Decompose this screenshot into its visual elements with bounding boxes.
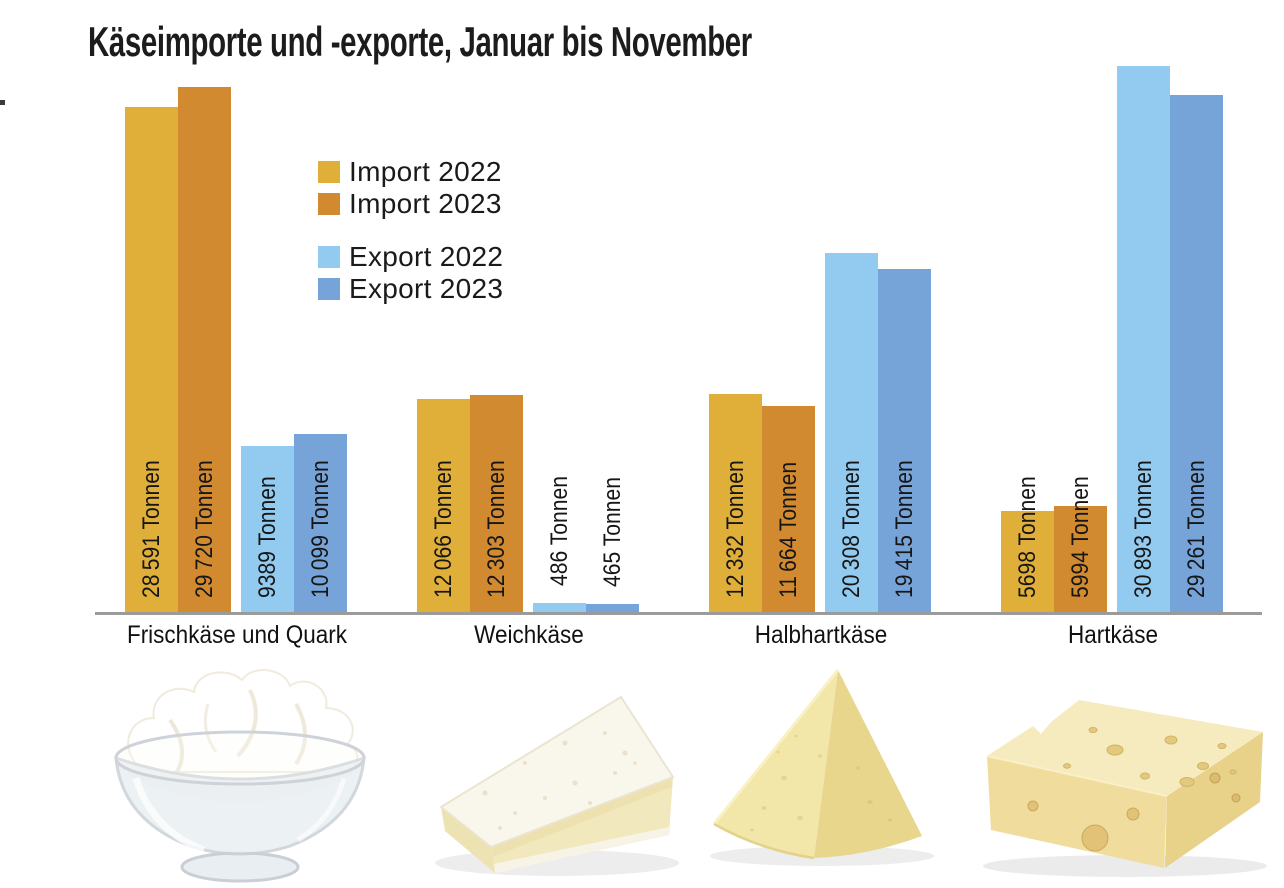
legend-swatch-import-2022: [318, 161, 340, 183]
chart-title: Käseimporte und -exporte, Januar bis Nov…: [88, 18, 752, 65]
bar-value-label-import-2022-frischkaese-und-quark: 28 591 Tonnen: [137, 460, 165, 598]
legend-item-export-2022: Export 2022: [318, 243, 503, 271]
bar-import-2022-hartkaese: [1001, 511, 1054, 612]
bar-value-label-import-2023-weichkaese: 12 303 Tonnen: [482, 460, 510, 598]
bar-value-label-import-2023-hartkaese: 5994 Tonnen: [1066, 476, 1094, 598]
bar-import-2023-weichkaese: [470, 395, 523, 612]
x-axis-baseline: [95, 612, 1262, 615]
legend-item-import-2023: Import 2023: [318, 190, 502, 218]
bar-import-2022-frischkaese-und-quark: [125, 107, 178, 612]
legend-label: Export 2022: [349, 241, 504, 272]
bar-value-label-export-2022-hartkaese: 30 893 Tonnen: [1129, 460, 1157, 598]
bar-value-label-import-2023-halbhartkaese: 11 664 Tonnen: [774, 461, 802, 598]
bar-value-label-export-2023-halbhartkaese: 19 415 Tonnen: [890, 460, 918, 598]
legend-swatch-import-2023: [318, 193, 340, 215]
legend-item-import-2022: Import 2022: [318, 158, 502, 186]
bar-export-2022-weichkaese: [533, 603, 586, 612]
bar-value-label-export-2023-weichkaese: 465 Tonnen: [598, 476, 626, 587]
bar-export-2023-frischkaese-und-quark: [294, 434, 347, 612]
category-label-frischkaese-und-quark: Frischkäse und Quark: [126, 621, 347, 649]
legend-label: Import 2022: [349, 156, 502, 187]
bar-value-label-export-2022-frischkaese-und-quark: 9389 Tonnen: [253, 476, 281, 598]
bar-value-label-import-2022-halbhartkaese: 12 332 Tonnen: [721, 460, 749, 598]
fresh-cheese-bowl-image: [114, 668, 366, 883]
bar-export-2022-halbhartkaese: [825, 253, 878, 612]
bar-value-label-import-2023-frischkaese-und-quark: 29 720 Tonnen: [190, 460, 218, 598]
bar-value-label-import-2022-weichkaese: 12 066 Tonnen: [429, 460, 457, 598]
bar-import-2022-weichkaese: [417, 399, 470, 612]
category-label-weichkaese: Weichkäse: [473, 621, 584, 649]
hard-cheese-block-image: [983, 700, 1267, 877]
bar-value-label-export-2022-weichkaese: 486 Tonnen: [545, 475, 573, 586]
category-label-halbhartkaese: Halbhartkäse: [754, 621, 887, 649]
bar-value-label-import-2022-hartkaese: 5698 Tonnen: [1013, 476, 1041, 598]
bar-export-2022-frischkaese-und-quark: [241, 446, 294, 612]
bar-export-2023-halbhartkaese: [878, 269, 931, 612]
bar-import-2023-frischkaese-und-quark: [178, 87, 231, 612]
bar-value-label-export-2022-halbhartkaese: 20 308 Tonnen: [837, 460, 865, 598]
legend-label: Import 2023: [349, 188, 502, 219]
soft-cheese-wedge-image: [435, 695, 679, 876]
bar-value-label-export-2023-hartkaese: 29 261 Tonnen: [1182, 460, 1210, 598]
legend-swatch-export-2023: [318, 278, 340, 300]
bar-value-label-export-2023-frischkaese-und-quark: 10 099 Tonnen: [306, 460, 334, 598]
legend-label: Export 2023: [349, 273, 504, 304]
legend-swatch-export-2022: [318, 246, 340, 268]
bar-export-2022-hartkaese: [1117, 66, 1170, 612]
chart-legend: Import 2022 Import 2023 Export 2022 Expo…: [318, 158, 578, 308]
bar-export-2023-hartkaese: [1170, 95, 1223, 612]
bar-import-2022-halbhartkaese: [709, 394, 762, 612]
legend-item-export-2023: Export 2023: [318, 275, 503, 303]
category-label-hartkaese: Hartkäse: [1067, 621, 1158, 649]
bar-export-2023-weichkaese: [586, 604, 639, 612]
page-edge-mark: [0, 100, 5, 105]
bar-import-2023-hartkaese: [1054, 506, 1107, 612]
semi-hard-cheese-wedge-image: [710, 669, 934, 866]
bar-import-2023-halbhartkaese: [762, 406, 815, 612]
